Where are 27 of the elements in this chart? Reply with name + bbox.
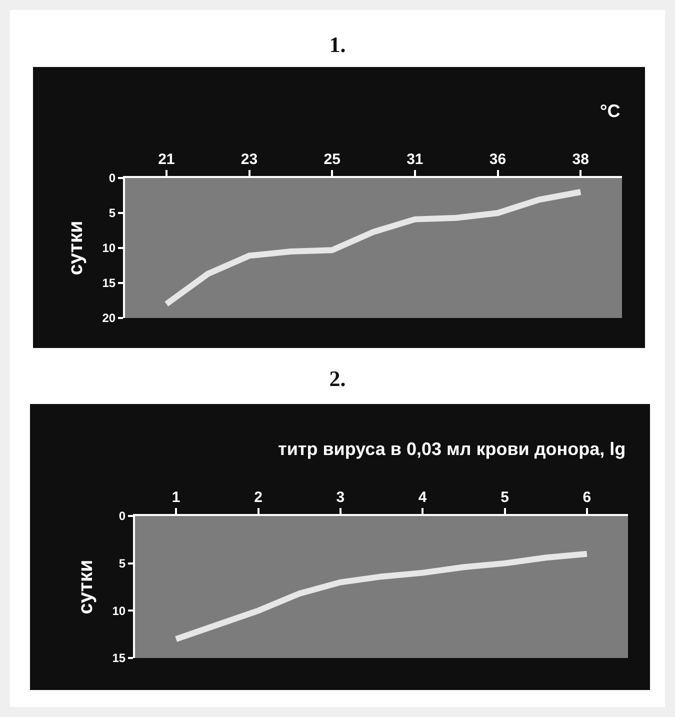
x-tick-label: 5 bbox=[500, 489, 509, 506]
y-axis-title: сутки bbox=[75, 560, 98, 614]
x-tick-label: 23 bbox=[240, 151, 258, 168]
y-tick-label: 0 bbox=[108, 171, 116, 186]
y-tick-label: 15 bbox=[102, 276, 116, 290]
x-tick-label: 1 bbox=[172, 489, 180, 506]
x-axis-title: °C bbox=[600, 101, 620, 121]
y-tick-label: 10 bbox=[112, 604, 126, 618]
y-tick-label: 5 bbox=[108, 206, 116, 220]
x-tick-label: 2 bbox=[254, 489, 262, 506]
y-tick-label: 5 bbox=[118, 556, 126, 571]
x-axis-title: титр вируса в 0,03 мл крови донора, lg bbox=[278, 439, 626, 459]
y-tick-label: 10 bbox=[102, 241, 116, 256]
y-tick-label: 20 bbox=[102, 311, 116, 326]
y-tick-label: 0 bbox=[118, 509, 126, 524]
chart-title: 2. bbox=[328, 366, 347, 392]
y-axis-title: сутки bbox=[65, 220, 88, 276]
y-tick-label: 15 bbox=[112, 651, 126, 666]
x-tick-label: 6 bbox=[582, 489, 592, 506]
x-tick-label: 25 bbox=[324, 151, 340, 168]
chart-title: 1. bbox=[328, 32, 347, 58]
x-tick-label: 36 bbox=[489, 151, 506, 168]
x-tick-label: 3 bbox=[336, 489, 345, 506]
x-tick-label: 21 bbox=[158, 151, 175, 168]
x-tick-label: 4 bbox=[418, 489, 428, 506]
x-tick-label: 31 bbox=[406, 151, 424, 168]
x-tick-label: 38 bbox=[572, 151, 589, 168]
